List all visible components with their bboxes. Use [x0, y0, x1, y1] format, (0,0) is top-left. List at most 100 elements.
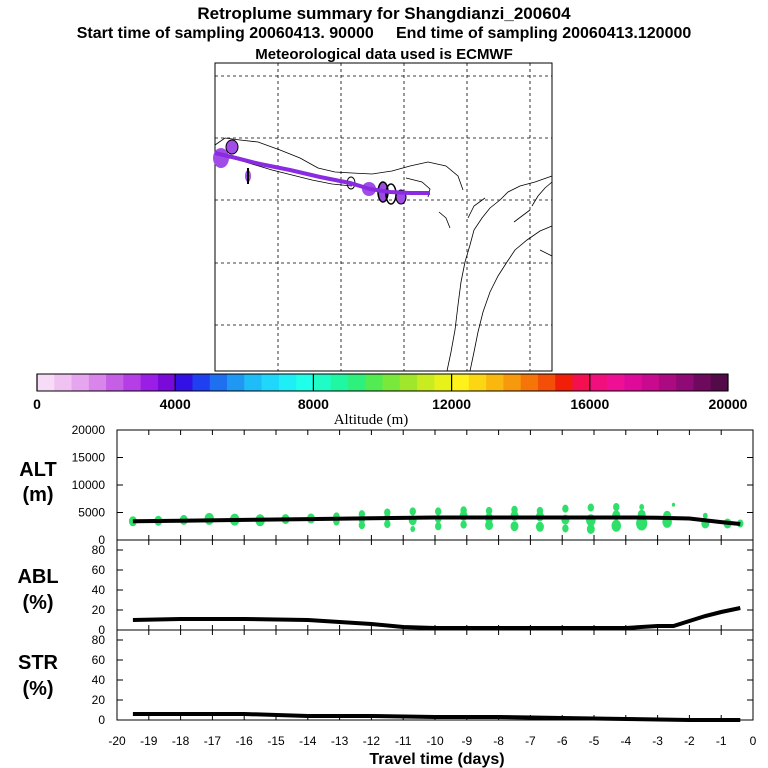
colorbar-cell: [710, 374, 729, 391]
panel-str: STR (%) 0 20 40 60 80: [18, 629, 754, 727]
xtick-label: -12: [363, 734, 381, 748]
alt-ytick-15000: 15000: [72, 451, 106, 465]
panel-abl: ABL (%) 0 20 40 60 80: [17, 539, 754, 637]
panel-alt-label: ALT: [19, 459, 56, 481]
colorbar-cell: [468, 374, 487, 391]
panel-alt: ALT (m) 0 5000 10000 15000 20000: [19, 423, 754, 547]
alt-point: [535, 521, 544, 532]
colorbar-cell: [555, 374, 573, 391]
panel-str-unit: (%): [22, 678, 53, 700]
alt-point: [434, 507, 442, 516]
xtick-label: -6: [557, 734, 568, 748]
str-ytick-40: 40: [92, 673, 106, 687]
xtick-label: -7: [525, 734, 536, 748]
alt-point: [562, 504, 569, 513]
colorbar-cell: [140, 374, 159, 391]
panel-abl-frame: [116, 539, 754, 631]
alt-series-line: [132, 515, 741, 527]
alt-point: [613, 503, 620, 511]
chart-title: Retroplume summary for Shangdianzi_20060…: [197, 4, 571, 23]
colorbar-cell: [88, 374, 107, 391]
xtick-label: -18: [172, 734, 190, 748]
colorbar-cell: [330, 374, 349, 391]
xtick-label: -1: [716, 734, 727, 748]
x-axis-tick-labels: -20 -19 -18 -17 -16 -15 -14 -13 -12 -11 …: [108, 734, 756, 748]
sampling-times: Start time of sampling 20060413. 90000 E…: [0, 25, 768, 43]
abl-ytick-80: 80: [92, 543, 106, 557]
colorbar-cell: [278, 374, 297, 391]
colorbar-label: Altitude (m): [334, 412, 409, 428]
xtick-label: 0: [750, 734, 757, 748]
str-ytick-60: 60: [92, 653, 106, 667]
panel-str-frame: [116, 629, 754, 721]
colorbar-cell: [106, 374, 124, 391]
colorbar-cell: [54, 374, 72, 391]
xtick-label: -17: [204, 734, 222, 748]
str-series-line: [132, 712, 741, 722]
xtick-label: -15: [267, 734, 285, 748]
colorbar-cell: [658, 374, 677, 391]
alt-point: [358, 510, 366, 519]
alt-point: [562, 524, 569, 533]
xtick-label: -11: [395, 734, 412, 748]
start-time-label: Start time of sampling 20060413. 90000: [76, 25, 374, 42]
colorbar-cell: [227, 374, 245, 391]
trajectory-map: [213, 62, 553, 372]
xtick-label: -10: [426, 734, 444, 748]
trajectory-path: [214, 151, 430, 195]
panel-str-label: STR: [18, 652, 59, 674]
map-frame: [214, 62, 553, 372]
alt-point: [702, 512, 708, 519]
alt-point: [460, 520, 467, 529]
xtick-label: -9: [461, 734, 472, 748]
xtick-label: -19: [140, 734, 158, 748]
alt-point: [485, 506, 493, 515]
colorbar-cell: [486, 374, 504, 391]
xtick-label: -4: [620, 734, 631, 748]
alt-point: [409, 507, 416, 516]
alt-point: [586, 524, 595, 534]
colorbar-cell: [693, 374, 712, 391]
alt-ytick-0: 0: [98, 533, 105, 547]
alt-point: [636, 516, 648, 531]
panel-alt-unit: (m): [22, 484, 53, 506]
xtick-label: -2: [684, 734, 695, 748]
colorbar-cell: [192, 374, 211, 391]
colorbar-cell: [589, 374, 608, 391]
abl-ytick-40: 40: [92, 583, 106, 597]
x-axis-ticks: [116, 430, 754, 720]
colorbar-tick-4000: 4000: [160, 396, 191, 412]
colorbar-frame: [36, 373, 729, 392]
colorbar-cell: [209, 374, 228, 391]
xtick-label: -5: [589, 734, 600, 748]
abl-series-line: [132, 606, 741, 630]
colorbar-cell: [503, 374, 522, 391]
abl-ytick-20: 20: [92, 603, 106, 617]
colorbar-tick-8000: 8000: [298, 396, 329, 412]
colorbar-cell: [641, 374, 660, 391]
colorbar-cell: [313, 374, 332, 391]
colorbar-cell: [37, 374, 55, 391]
map-coastlines: [214, 137, 553, 372]
colorbar-cell: [676, 374, 694, 391]
alt-point: [611, 519, 622, 532]
alt-point: [536, 506, 544, 515]
alt-point: [384, 508, 391, 517]
xtick-label: -14: [299, 734, 317, 748]
colorbar-cell: [537, 374, 556, 391]
colorbar-cell: [624, 374, 643, 391]
xtick-label: -20: [108, 734, 126, 748]
colorbar-cell: [417, 374, 435, 391]
colorbar-tick-16000: 16000: [570, 396, 609, 412]
colorbar-cell: [572, 374, 591, 391]
x-axis-title: Travel time (days): [369, 751, 504, 768]
colorbar-cell: [261, 374, 280, 391]
end-time-label: End time of sampling 20060413.120000: [396, 25, 692, 42]
colorbar-cell: [520, 374, 539, 391]
alt-point: [485, 520, 494, 531]
met-data-label: Meteorological data used is ECMWF: [255, 46, 513, 63]
colorbar-tick-0: 0: [33, 396, 41, 412]
colorbar-tick-20000: 20000: [709, 396, 748, 412]
colorbar-cell: [451, 374, 470, 391]
